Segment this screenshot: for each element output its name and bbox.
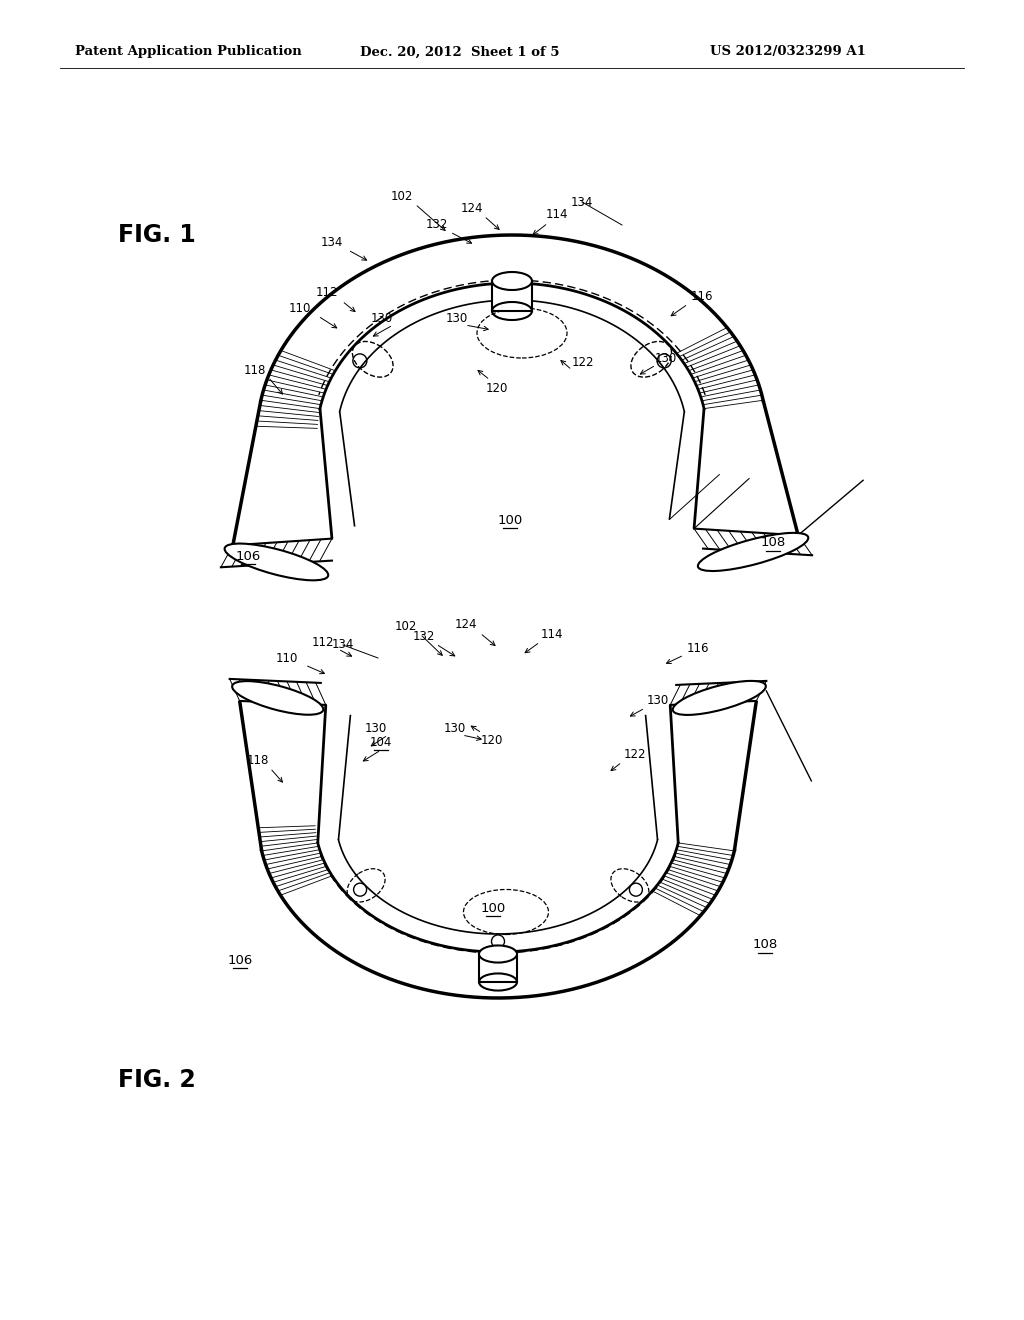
Text: 134: 134 — [570, 195, 593, 209]
Text: 106: 106 — [236, 549, 261, 562]
Bar — [479, 954, 517, 982]
Text: 130: 130 — [647, 693, 669, 706]
Text: 100: 100 — [498, 513, 522, 527]
Text: 114: 114 — [541, 628, 563, 642]
Ellipse shape — [232, 681, 324, 714]
Text: 108: 108 — [761, 536, 785, 549]
Ellipse shape — [698, 533, 808, 572]
Text: US 2012/0323299 A1: US 2012/0323299 A1 — [710, 45, 866, 58]
Ellipse shape — [224, 544, 329, 581]
Text: 112: 112 — [311, 635, 334, 648]
Text: 130: 130 — [371, 312, 393, 325]
Text: 110: 110 — [275, 652, 298, 664]
Text: 100: 100 — [480, 902, 506, 915]
Bar — [492, 281, 532, 312]
Text: 104: 104 — [370, 735, 392, 748]
Text: 110: 110 — [289, 301, 311, 314]
Text: 112: 112 — [315, 286, 338, 300]
Ellipse shape — [479, 945, 517, 962]
Text: 102: 102 — [391, 190, 414, 202]
Text: FIG. 2: FIG. 2 — [118, 1068, 196, 1092]
Text: 118: 118 — [244, 363, 266, 376]
Text: 134: 134 — [321, 236, 343, 249]
Text: 122: 122 — [571, 355, 594, 368]
Text: 122: 122 — [624, 748, 646, 762]
Text: 102: 102 — [395, 619, 417, 632]
Text: 124: 124 — [455, 619, 477, 631]
Text: 130: 130 — [445, 312, 468, 325]
Text: 130: 130 — [443, 722, 466, 734]
Text: 116: 116 — [691, 289, 714, 302]
Text: 132: 132 — [426, 218, 449, 231]
Text: 118: 118 — [247, 754, 269, 767]
Text: 132: 132 — [413, 631, 435, 644]
Text: 106: 106 — [227, 953, 253, 966]
Text: 130: 130 — [365, 722, 387, 734]
Text: 134: 134 — [332, 639, 354, 652]
Ellipse shape — [492, 272, 532, 290]
Text: 120: 120 — [481, 734, 503, 747]
Text: 124: 124 — [461, 202, 483, 214]
Text: 120: 120 — [485, 381, 508, 395]
Text: Dec. 20, 2012  Sheet 1 of 5: Dec. 20, 2012 Sheet 1 of 5 — [360, 45, 559, 58]
Text: FIG. 1: FIG. 1 — [118, 223, 196, 247]
Ellipse shape — [673, 681, 766, 715]
Text: 114: 114 — [546, 209, 568, 222]
Text: 108: 108 — [753, 939, 777, 952]
Text: 130: 130 — [655, 351, 677, 364]
Text: 116: 116 — [687, 642, 710, 655]
Text: Patent Application Publication: Patent Application Publication — [75, 45, 302, 58]
